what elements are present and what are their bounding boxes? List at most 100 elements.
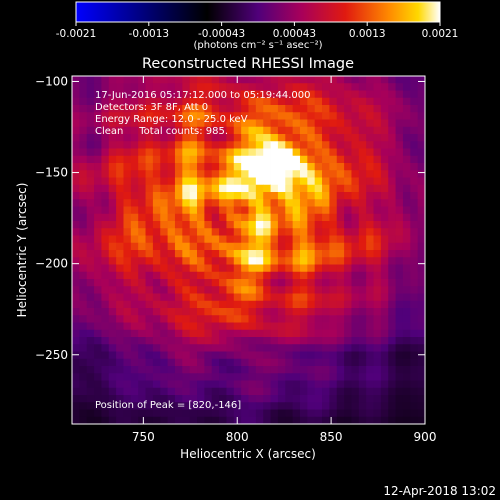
heatmap-cell [314,155,323,164]
heatmap-cell [79,329,88,338]
heatmap-cell [410,351,419,360]
heatmap-cell [233,83,242,91]
heatmap-cell [123,300,132,309]
colorbar-tick-label: -0.00043 [198,28,245,40]
heatmap-cell [329,380,338,389]
heatmap-cell [299,416,308,424]
heatmap-cell [160,279,169,287]
heatmap-cell [277,264,286,273]
heatmap-cell [410,105,419,113]
heatmap-cell [351,112,360,120]
heatmap-cell [358,235,367,244]
heatmap-cell [255,380,264,389]
heatmap-cell [388,409,396,418]
heatmap-cell [366,163,374,171]
heatmap-cell [241,387,249,396]
heatmap-cell [182,409,191,418]
heatmap-cell [366,337,374,345]
heatmap-cell [219,177,227,186]
heatmap-cell [233,90,242,99]
heatmap-cell [116,119,124,128]
heatmap-cell [152,134,161,142]
heatmap-cell [189,97,198,106]
annotation-detectors: Detectors: 3F 8F, Att 0 [95,102,208,113]
heatmap-cell [226,199,235,207]
heatmap-cell [145,199,154,207]
heatmap-cell [167,286,176,294]
heatmap-cell [329,322,338,331]
heatmap-cell [79,192,88,200]
heatmap-cell [263,380,271,389]
heatmap-cell [145,184,154,193]
heatmap-cell [358,366,367,374]
heatmap-cell [241,192,249,200]
heatmap-cell [402,308,411,316]
heatmap-cell [79,112,88,120]
heatmap-cell [322,148,330,157]
heatmap-cell [130,126,139,135]
heatmap-cell [395,264,404,273]
heatmap-cell [219,286,227,294]
heatmap-cell [86,76,95,84]
heatmap-cell [299,380,308,389]
heatmap-cell [388,300,396,309]
heatmap-cell [417,402,425,410]
heatmap-cell [322,344,330,352]
heatmap-cell [255,163,264,171]
heatmap-cell [358,286,367,294]
heatmap-cell [358,337,367,345]
heatmap-cell [322,329,330,338]
heatmap-cell [248,286,257,294]
heatmap-cell [358,184,367,193]
heatmap-cell [277,97,286,106]
heatmap-cell [299,329,308,338]
heatmap-cell [270,387,279,396]
heatmap-cell [241,83,249,91]
heatmap-cell [145,134,154,142]
x-tick-label: 900 [414,430,437,444]
heatmap-cell [145,250,154,258]
heatmap-cell [344,177,352,186]
heatmap-cell [72,90,80,99]
heatmap-cell [395,308,404,316]
heatmap-cell [248,279,257,287]
heatmap-cell [344,206,352,215]
heatmap-cell [277,184,286,193]
heatmap-cell [373,199,382,207]
heatmap-cell [344,300,352,309]
heatmap-cell [344,293,352,302]
heatmap-cell [248,192,257,200]
heatmap-cell [79,250,88,258]
heatmap-cell [86,351,95,360]
heatmap-cell [94,235,102,244]
heatmap-cell [72,163,80,171]
heatmap-cell [351,358,360,367]
heatmap-cell [174,192,183,200]
heatmap-cell [344,235,352,244]
heatmap-cell [123,387,132,396]
heatmap-cell [226,337,235,345]
heatmap-cell [197,192,205,200]
heatmap-cell [358,315,367,323]
heatmap-cell [395,141,404,149]
heatmap-cell [204,344,213,352]
heatmap-cell [380,279,389,287]
heatmap-cell [373,76,382,84]
heatmap-cell [108,97,117,106]
heatmap-cell [417,134,425,142]
heatmap-cell [123,119,132,128]
heatmap-cell [263,387,271,396]
heatmap-cell [402,366,411,374]
heatmap-cell [152,184,161,193]
heatmap-cell [344,90,352,99]
heatmap-cell [152,242,161,251]
heatmap-cell [395,351,404,360]
heatmap-cell [270,163,279,171]
heatmap-cell [336,250,345,258]
heatmap-cell [270,83,279,91]
heatmap-cell [299,177,308,186]
heatmap-cell [299,141,308,149]
heatmap-cell [130,387,139,396]
heatmap-cell [395,279,404,287]
heatmap-cell [329,402,338,410]
